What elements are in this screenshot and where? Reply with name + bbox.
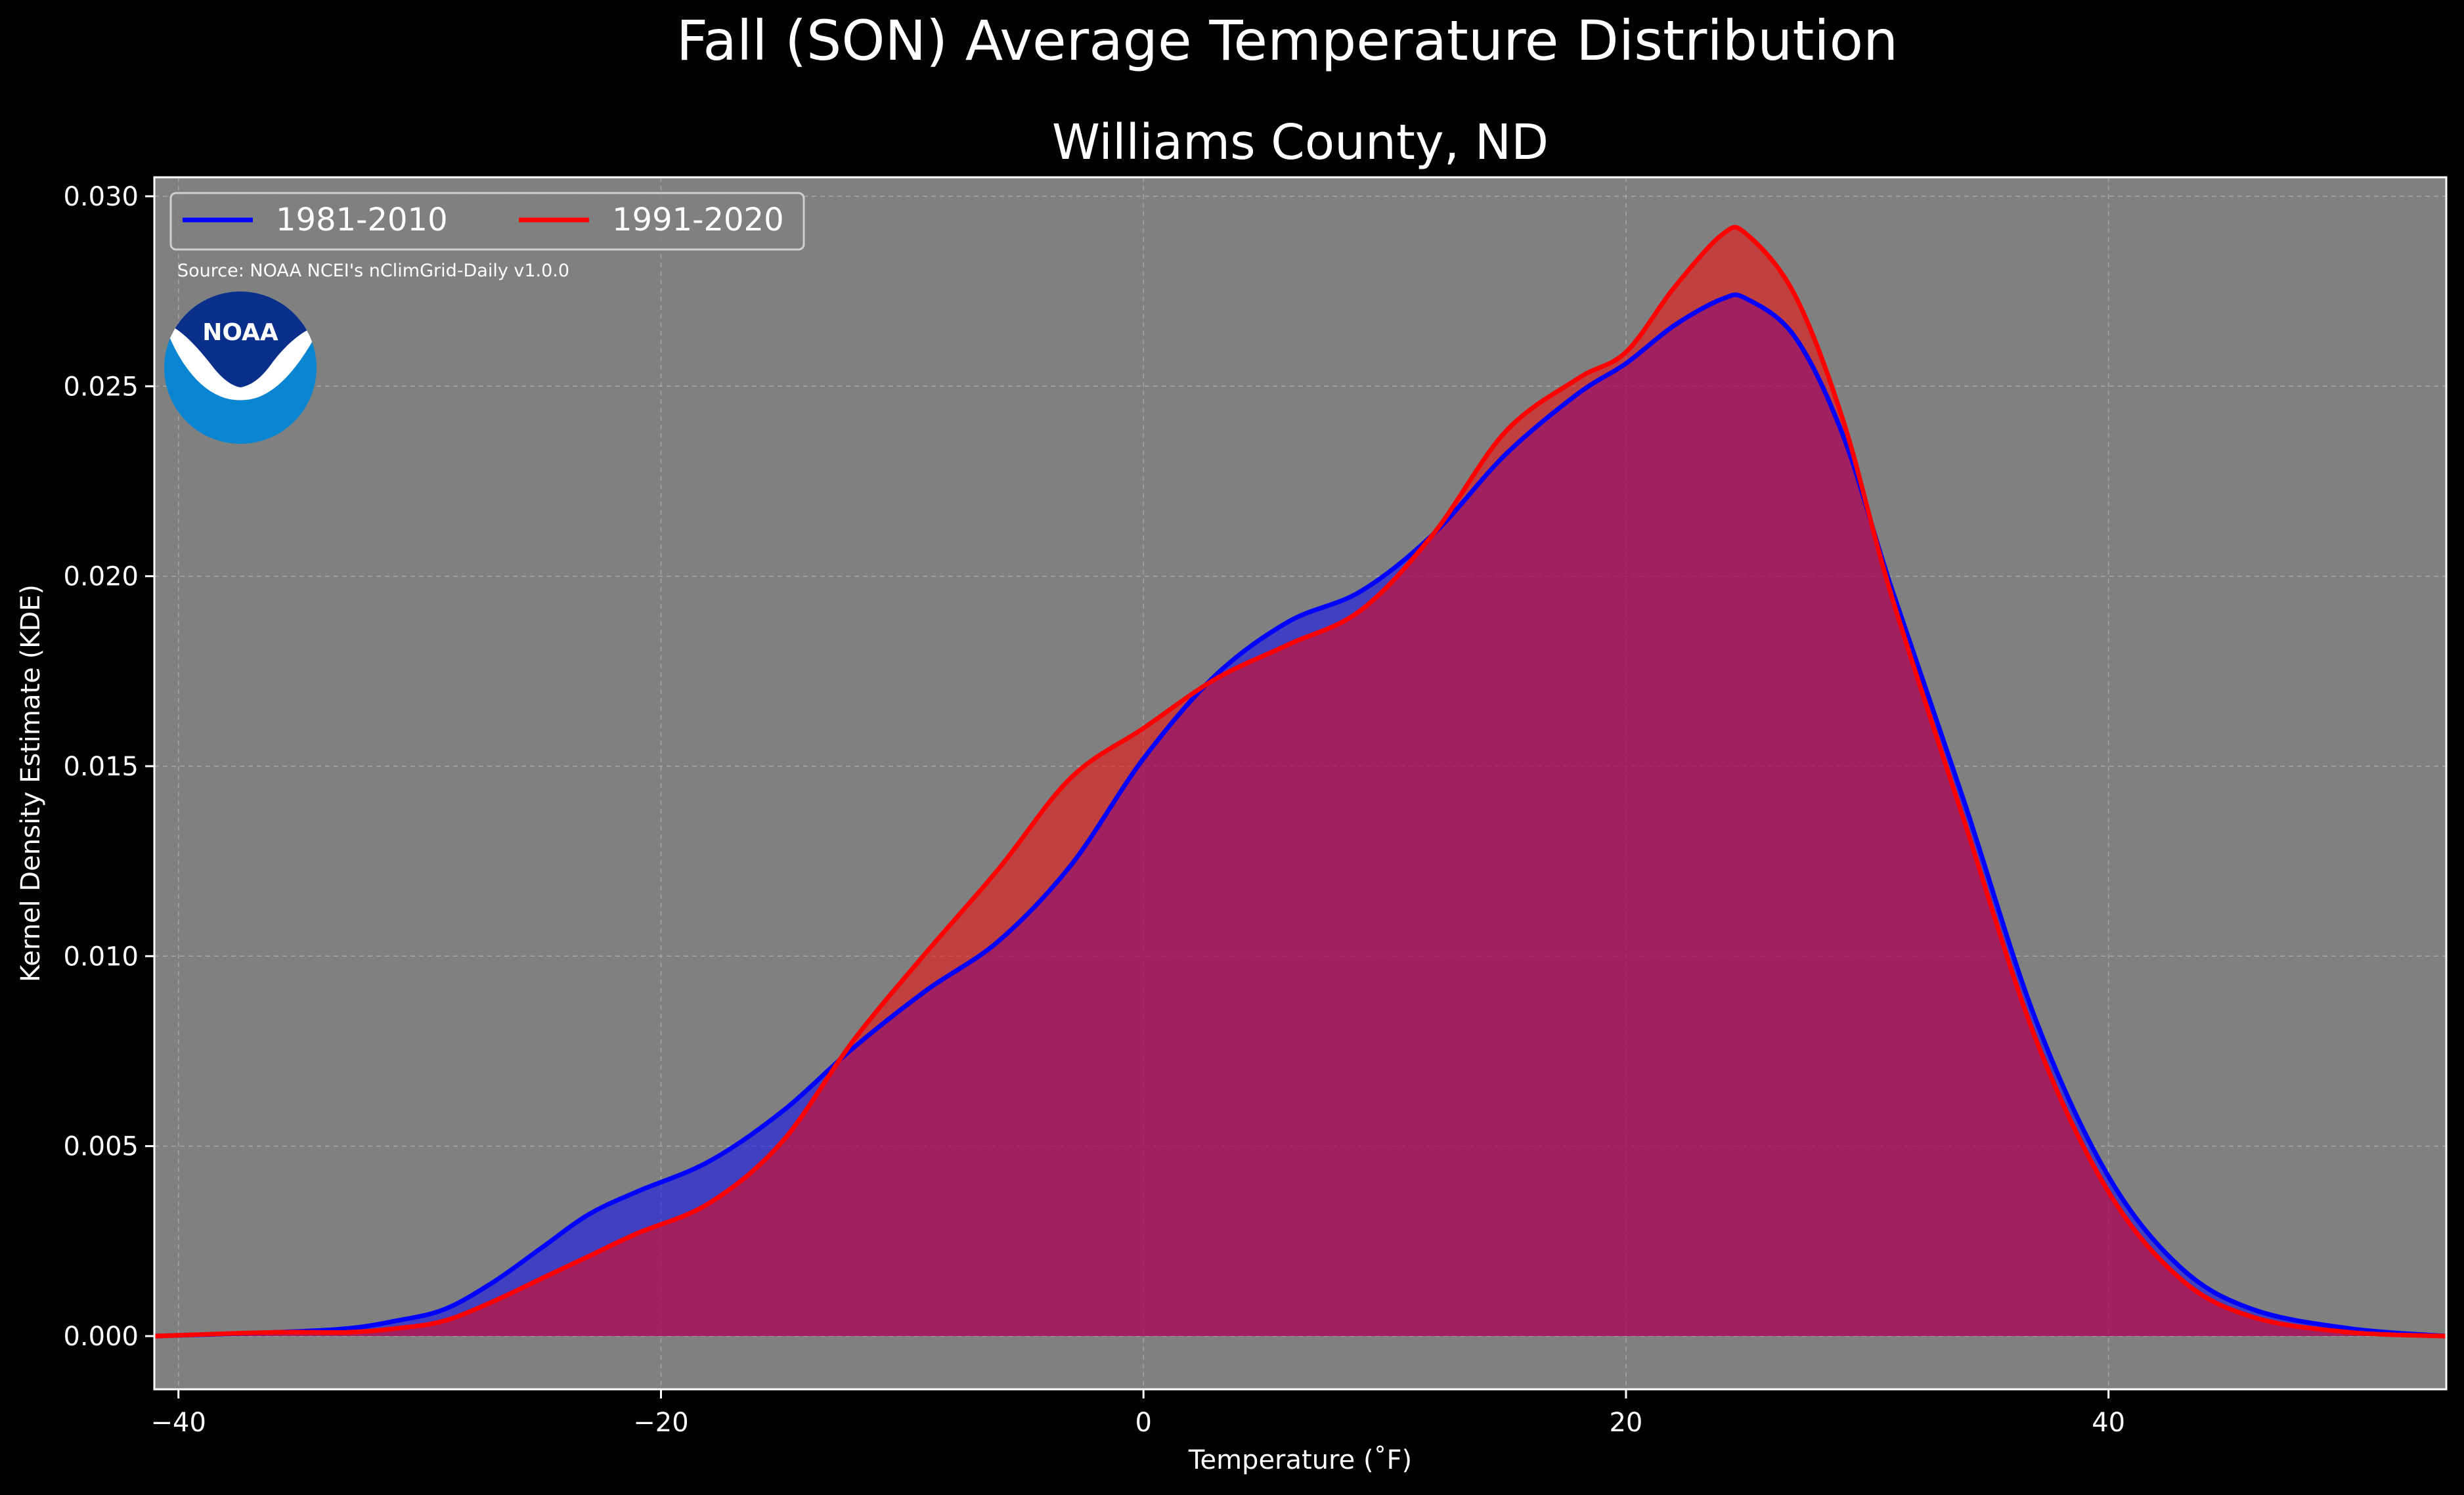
legend-box	[169, 192, 805, 251]
plot-frame	[153, 176, 2448, 1391]
noaa-logo-bird	[164, 323, 317, 401]
noaa-logo: NOAA	[164, 292, 317, 444]
y-tick-label: 0.000	[63, 1322, 139, 1352]
y-tick-label: 0.020	[63, 562, 139, 592]
y-tick-label: 0.010	[63, 942, 139, 972]
axis-ticks: −40 −20 0 20 40 0.000 0.005 0.010 0.015 0.020 0.02…	[63, 182, 2125, 1438]
x-tick-label: −40	[151, 1408, 206, 1438]
noaa-logo-text: NOAA	[202, 319, 278, 346]
x-tick-label: 20	[1609, 1408, 1642, 1438]
series-group	[154, 225, 2446, 1339]
y-tick-label: 0.005	[63, 1132, 139, 1162]
source-note: Source: NOAA NCEI's nClimGrid-Daily v1.0…	[177, 261, 569, 281]
legend-label-1981-2010: 1981-2010	[276, 202, 448, 238]
y-axis-label: Kernel Density Estimate (KDE)	[16, 584, 46, 982]
chart-suptitle: Fall (SON) Average Temperature Distribut…	[676, 9, 1898, 73]
y-tick-label: 0.030	[63, 182, 139, 212]
line-1991-2020	[154, 225, 2446, 1339]
y-tick-label: 0.015	[63, 752, 139, 782]
line-1981-2010	[154, 292, 2446, 1339]
y-tick-label: 0.025	[63, 372, 139, 402]
noaa-logo-sky	[164, 292, 317, 391]
x-tick-label: −20	[633, 1408, 688, 1438]
x-tick-label: 40	[2092, 1408, 2125, 1438]
x-tick-label: 0	[1135, 1408, 1151, 1438]
series-layer	[154, 225, 2446, 1339]
x-axis-label: Temperature (˚F)	[1188, 1445, 1412, 1475]
legend-label-1991-2020: 1991-2020	[612, 202, 784, 238]
area-1991-2020	[154, 227, 2446, 1336]
chart-title: Williams County, ND	[1052, 114, 1549, 171]
legend: 1981-2010 1991-2020	[169, 192, 805, 251]
